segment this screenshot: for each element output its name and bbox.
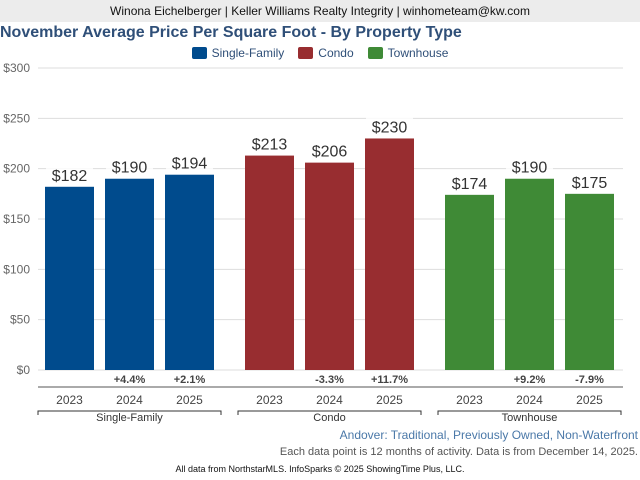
data-label: $190 bbox=[112, 160, 148, 177]
agent-banner: Winona Eichelberger | Keller Williams Re… bbox=[0, 0, 640, 22]
data-label: $175 bbox=[572, 175, 608, 192]
bar bbox=[45, 186, 94, 370]
x-tick-label: 2025 bbox=[176, 393, 203, 407]
y-tick-label: $0 bbox=[17, 363, 31, 377]
x-tick-label: 2023 bbox=[56, 393, 83, 407]
group-bracket bbox=[37, 410, 222, 415]
legend-label: Single-Family bbox=[211, 46, 285, 60]
group-bracket bbox=[237, 410, 422, 415]
x-tick-label: 2024 bbox=[116, 393, 143, 407]
legend-item-condo[interactable]: Condo bbox=[298, 46, 354, 60]
data-label: $182 bbox=[52, 168, 88, 185]
data-label-bg bbox=[366, 116, 413, 136]
bar bbox=[505, 178, 554, 370]
bar bbox=[445, 194, 494, 370]
legend-label: Townhouse bbox=[387, 46, 449, 60]
legend-label: Condo bbox=[318, 46, 354, 60]
data-label: $194 bbox=[172, 156, 208, 173]
percent-change-label: +11.7% bbox=[371, 374, 408, 386]
data-label: $213 bbox=[252, 137, 288, 154]
bar bbox=[305, 162, 354, 370]
y-tick-label: $100 bbox=[3, 262, 30, 276]
data-label-bg bbox=[566, 171, 613, 191]
data-label-bg bbox=[446, 172, 493, 192]
data-label: $190 bbox=[512, 160, 548, 177]
percent-change-label: +9.2% bbox=[514, 374, 546, 386]
group-label: Condo bbox=[313, 412, 345, 424]
group-bracket bbox=[437, 410, 622, 415]
legend: Single-Family Condo Townhouse bbox=[0, 46, 640, 60]
data-label-bg bbox=[106, 156, 153, 176]
legend-item-townhouse[interactable]: Townhouse bbox=[367, 46, 449, 60]
bar-chart: $0 $50 $100 $150 $200 $250 $300 $182 2023 $190 +4.… bbox=[3, 61, 623, 424]
legend-swatch bbox=[191, 47, 207, 59]
y-tick-label: $150 bbox=[3, 212, 30, 226]
y-tick-label: $200 bbox=[3, 162, 30, 176]
bar bbox=[165, 174, 214, 370]
y-tick-label: $250 bbox=[3, 111, 30, 125]
data-label: $230 bbox=[372, 119, 408, 136]
data-note: Each data point is 12 months of activity… bbox=[279, 446, 638, 458]
y-tick-label: $300 bbox=[3, 61, 30, 75]
y-tick-label: $50 bbox=[10, 313, 30, 327]
data-label: $206 bbox=[312, 144, 348, 161]
data-label-bg bbox=[306, 140, 353, 160]
bar bbox=[245, 155, 294, 370]
percent-change-label: -7.9% bbox=[575, 374, 604, 386]
legend-swatch bbox=[298, 47, 314, 59]
x-tick-label: 2024 bbox=[516, 393, 543, 407]
chart-title: November Average Price Per Square Foot -… bbox=[0, 24, 462, 41]
x-tick-label: 2025 bbox=[576, 393, 603, 407]
group-label: Townhouse bbox=[502, 412, 558, 424]
percent-change-label: +2.1% bbox=[174, 374, 206, 386]
data-label-bg bbox=[46, 164, 93, 184]
x-tick-label: 2025 bbox=[376, 393, 403, 407]
data-label-bg bbox=[166, 152, 213, 172]
x-tick-label: 2023 bbox=[456, 393, 483, 407]
bar bbox=[105, 178, 154, 370]
x-tick-label: 2023 bbox=[256, 393, 283, 407]
bar bbox=[365, 138, 414, 370]
data-label-bg bbox=[246, 133, 293, 153]
group-label: Single-Family bbox=[96, 412, 163, 424]
x-tick-label: 2024 bbox=[316, 393, 343, 407]
credit-line: All data from NorthstarMLS. InfoSparks ©… bbox=[175, 464, 465, 474]
data-label-bg bbox=[506, 156, 553, 176]
legend-swatch bbox=[367, 47, 383, 59]
percent-change-label: +4.4% bbox=[114, 374, 146, 386]
data-label: $174 bbox=[452, 176, 488, 193]
chart-subtitle: Andover: Traditional, Previously Owned, … bbox=[339, 428, 638, 442]
bar bbox=[565, 193, 614, 370]
percent-change-label: -3.3% bbox=[315, 374, 344, 386]
legend-item-single-family[interactable]: Single-Family bbox=[191, 46, 285, 60]
